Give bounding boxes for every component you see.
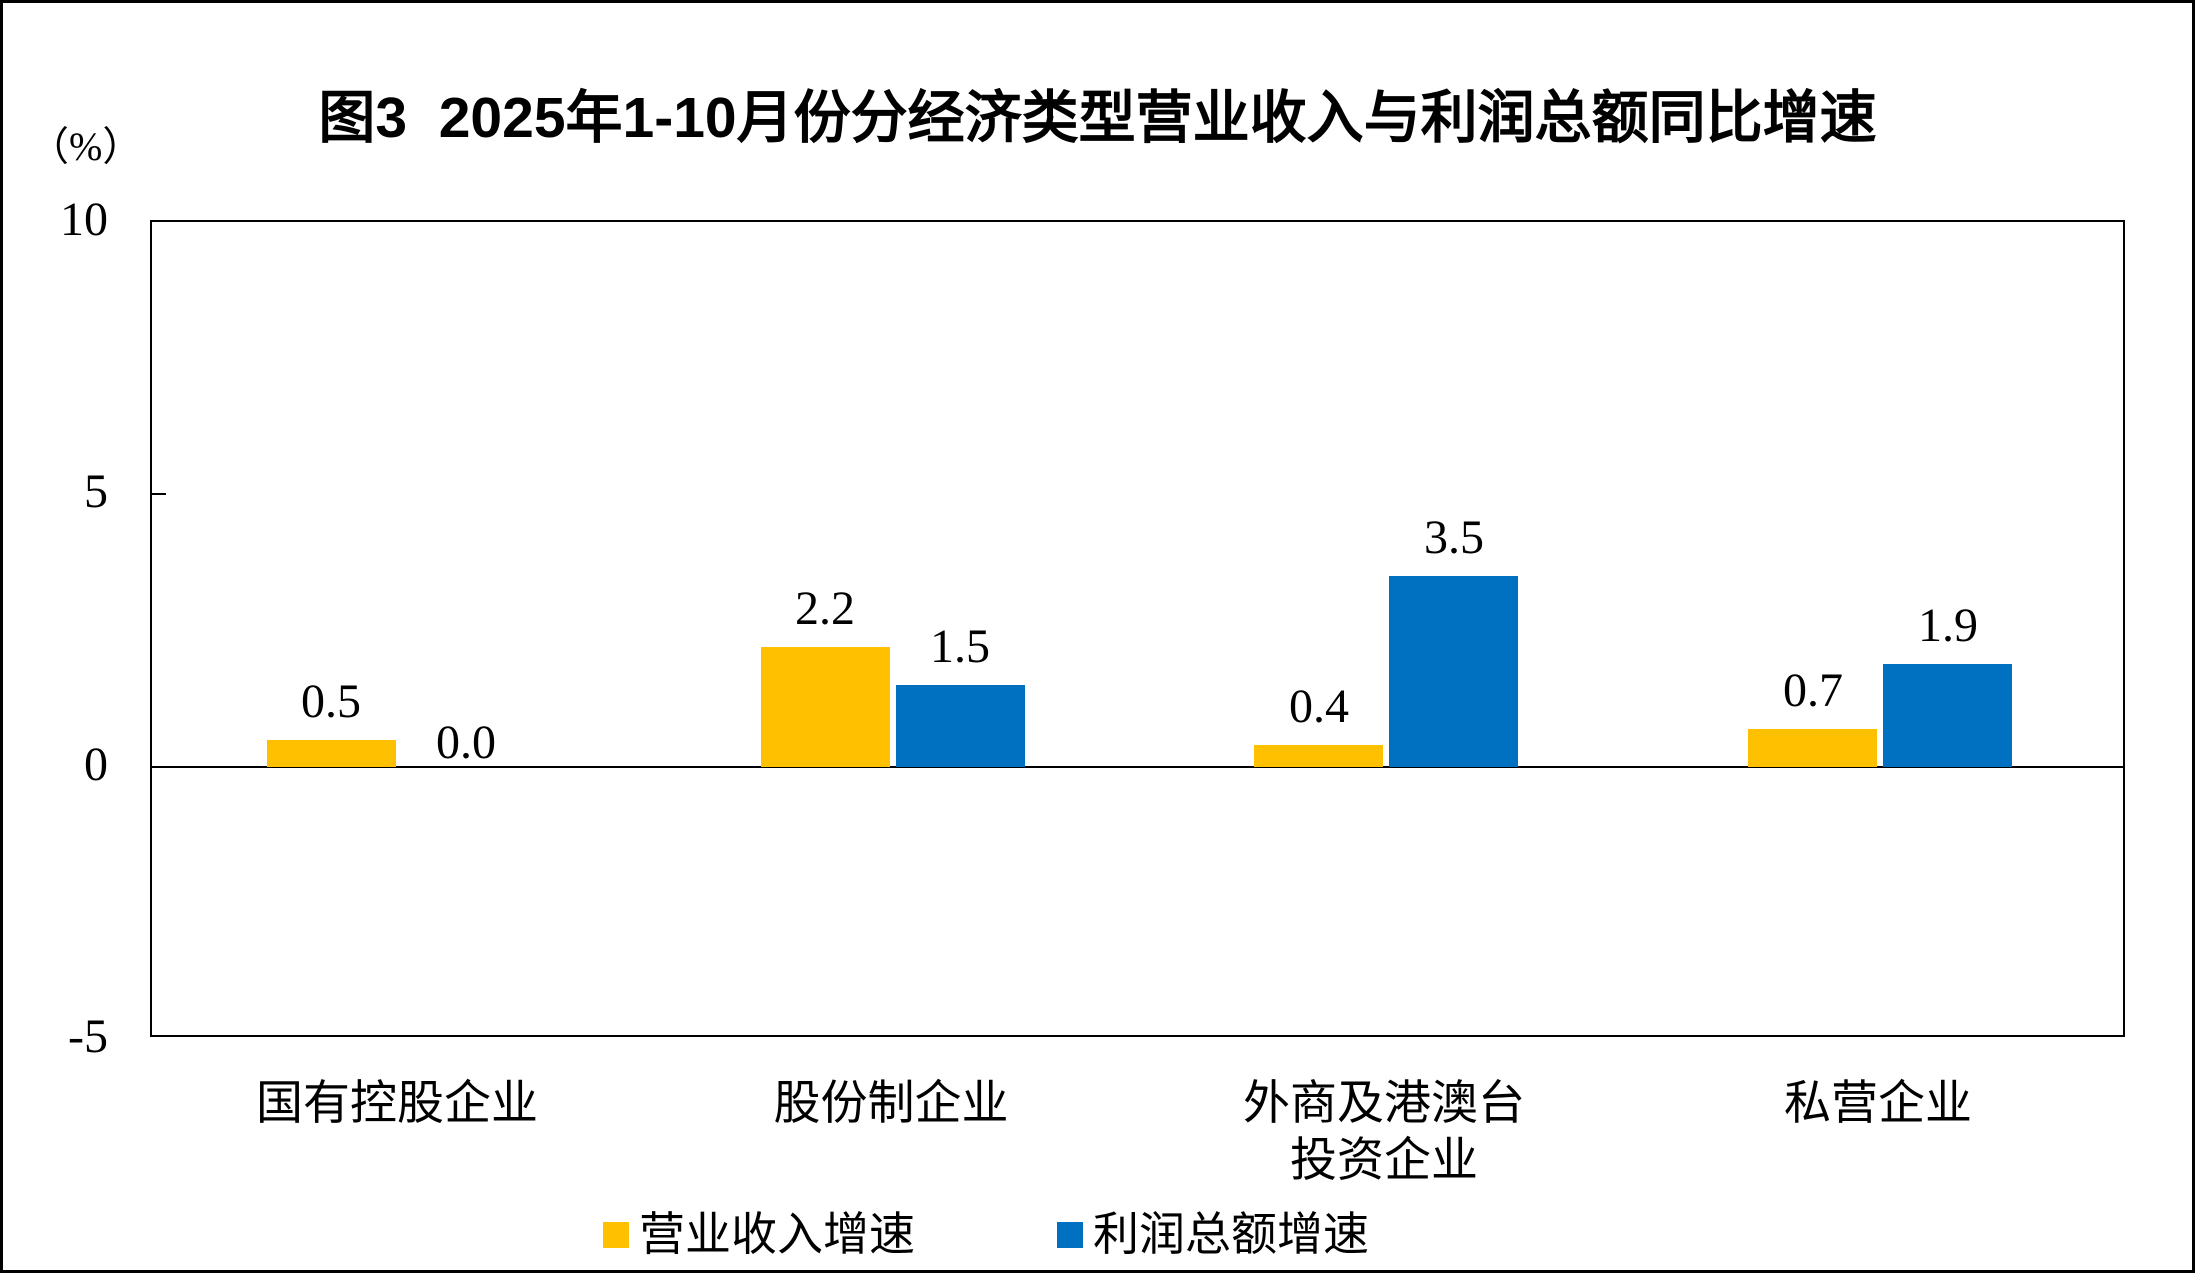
y-axis-tick-label: 0	[84, 738, 108, 791]
y-axis-unit-label: （%）	[29, 124, 143, 169]
bar-value-label: 3.5	[1424, 511, 1484, 564]
bar-value-label: 1.9	[1918, 599, 1978, 652]
bar-value-label: 2.2	[795, 582, 855, 635]
bar-营业收入增速-国有控股企业	[267, 740, 396, 767]
legend-label: 利润总额增速	[1093, 1209, 1369, 1260]
bar-value-label: 0.0	[436, 716, 496, 769]
legend-item-利润总额增速: 利润总额增速	[1057, 1207, 1369, 1263]
legend-swatch-icon	[1057, 1222, 1083, 1248]
x-axis-category-label: 外商及港澳台 投资企业	[1243, 1078, 1525, 1187]
y-axis-tick-label: -5	[68, 1010, 108, 1063]
bar-value-label: 0.7	[1783, 664, 1843, 717]
legend-label: 营业收入增速	[639, 1209, 915, 1260]
bar-利润总额增速-私营企业	[1883, 664, 2012, 767]
y-axis-tick-label: 10	[60, 193, 108, 246]
bar-value-label: 0.5	[301, 675, 361, 728]
bar-利润总额增速-外商及港澳台投资企业	[1389, 576, 1518, 767]
bar-营业收入增速-外商及港澳台投资企业	[1254, 745, 1383, 767]
x-axis-category-label: 国有控股企业	[256, 1078, 538, 1130]
bar-value-label: 0.4	[1289, 680, 1349, 733]
bar-value-label: 1.5	[930, 620, 990, 673]
bar-营业收入增速-私营企业	[1748, 729, 1877, 767]
bar-利润总额增速-股份制企业	[896, 685, 1025, 767]
plot-area: 0.5 2.2 0.4 0.7 0.0 1.5 3.5 1.9	[150, 220, 2125, 1037]
legend-swatch-icon	[603, 1222, 629, 1248]
chart-title: 图3 2025年1-10月份分经济类型营业收入与利润总额同比增速	[318, 86, 1877, 150]
legend: 营业收入增速 利润总额增速	[603, 1207, 1369, 1263]
x-axis-category-label: 私营企业	[1784, 1078, 1972, 1130]
bar-营业收入增速-股份制企业	[761, 647, 890, 767]
y-axis-tick-label: 5	[84, 465, 108, 518]
legend-item-营业收入增速: 营业收入增速	[603, 1207, 915, 1263]
x-axis-category-label: 股份制企业	[773, 1078, 1009, 1130]
zero-line	[152, 766, 2123, 768]
y-axis-tick-mark	[152, 493, 166, 495]
